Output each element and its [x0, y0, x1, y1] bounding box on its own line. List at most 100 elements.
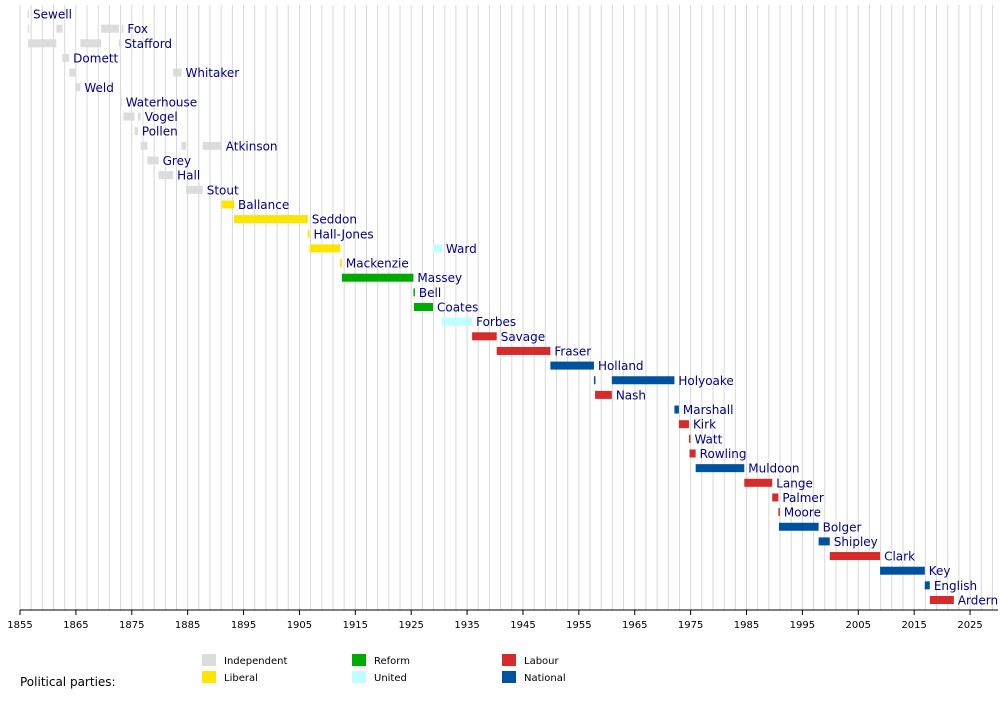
x-tick-label: 1955 [566, 620, 591, 631]
term-bar-holyoake [593, 376, 596, 385]
term-bar-ward [432, 244, 442, 253]
term-bar-bolger [778, 522, 819, 531]
x-tick-label: 1895 [231, 620, 256, 631]
term-bar-vogel [137, 112, 141, 121]
x-tick-label: 1935 [454, 620, 479, 631]
term-bar-fraser [496, 346, 551, 355]
pm-label-holland: Holland [598, 359, 644, 373]
term-bar-fox [27, 24, 30, 33]
term-bar-seddon [234, 215, 308, 224]
pm-label-savage: Savage [501, 330, 545, 344]
term-bar-stout [185, 185, 203, 194]
term-bar-sewell [27, 10, 30, 18]
pm-label-marshall: Marshall [683, 403, 734, 417]
term-bar-clark [829, 552, 881, 561]
pm-label-hall: Hall [177, 169, 200, 183]
pm-label-stafford: Stafford [124, 37, 172, 51]
legend-label-national: National [524, 673, 566, 684]
term-bar-shipley [818, 537, 830, 546]
term-bar-waterhouse [120, 97, 122, 106]
term-bar-fox [101, 24, 119, 33]
term-bar-ardern [929, 596, 954, 604]
term-bar-hall-jones [307, 229, 310, 238]
pm-label-clark: Clark [884, 550, 915, 564]
pm-label-massey: Massey [417, 271, 462, 285]
legend-label-reform: Reform [374, 656, 410, 667]
legend-label-liberal: Liberal [224, 673, 258, 684]
term-bar-fox [56, 24, 63, 33]
pm-label-muldoon: Muldoon [748, 462, 799, 476]
term-bar-stafford [80, 39, 102, 48]
pm-label-palmer: Palmer [782, 491, 823, 505]
term-bar-hall [158, 171, 174, 180]
pm-label-shipley: Shipley [834, 535, 878, 549]
term-bar-marshall [674, 405, 679, 414]
term-bar-watt [688, 434, 691, 443]
term-bar-whitaker [173, 68, 182, 77]
legend-title: Political parties: [20, 675, 116, 689]
term-bar-forbes [441, 317, 473, 326]
x-tick-label: 1965 [622, 620, 647, 631]
legend-swatch-united [352, 671, 366, 683]
term-bar-holland [550, 361, 594, 370]
pm-label-ballance: Ballance [238, 198, 289, 212]
pm-label-grey: Grey [163, 154, 191, 168]
term-bar-english [924, 581, 930, 590]
term-bar-atkinson [202, 141, 222, 150]
term-bar-key [880, 566, 925, 575]
pm-label-pollen: Pollen [142, 125, 178, 139]
x-tick-label: 1865 [63, 620, 88, 631]
term-bar-savage [472, 332, 497, 341]
x-tick-label: 2015 [901, 620, 926, 631]
term-bar-ballance [221, 200, 235, 209]
pm-label-key: Key [929, 564, 951, 578]
x-tick-label: 1885 [175, 620, 200, 631]
pm-label-holyoake: Holyoake [678, 374, 733, 388]
pm-label-kirk: Kirk [693, 418, 716, 432]
term-bar-kirk [678, 420, 689, 429]
term-bar-atkinson [181, 141, 186, 150]
x-tick-label: 1995 [790, 620, 815, 631]
term-bar-coates [413, 303, 433, 311]
term-bars [27, 10, 954, 604]
pm-label-vogel: Vogel [145, 110, 178, 124]
x-tick-label: 1985 [734, 620, 759, 631]
pm-label-whitaker: Whitaker [186, 66, 240, 80]
legend-swatch-national [502, 671, 516, 683]
term-bar-pollen [134, 127, 138, 136]
term-bar-mackenzie [340, 259, 342, 268]
term-bar-atkinson [140, 141, 148, 150]
x-axis: 1855 1865 1875 1885 1895 1905 1915 1925 1935 1945… [7, 609, 998, 631]
term-bar-holyoake [611, 376, 675, 385]
legend-label-united: United [374, 673, 407, 684]
term-bar-stafford [118, 39, 121, 48]
pm-label-domett: Domett [73, 51, 118, 65]
legend: Political parties: Independent Liberal Refo… [20, 654, 566, 689]
legend-swatch-labour [502, 654, 516, 666]
term-bar-vogel [123, 112, 135, 121]
pm-label-fox: Fox [127, 22, 148, 36]
legend-swatch-liberal [202, 671, 216, 683]
term-bar-weld [75, 83, 81, 92]
term-bar-nash [595, 390, 612, 399]
legend-swatch-independent [202, 654, 216, 666]
pm-label-bell: Bell [419, 286, 441, 300]
pm-label-ardern: Ardern [958, 594, 998, 608]
term-bar-bell [413, 288, 415, 297]
x-tick-label: 1905 [287, 620, 312, 631]
x-tick-label: 1855 [7, 620, 32, 631]
pm-label-ward: Ward [446, 242, 477, 256]
term-bar-stafford [28, 39, 57, 48]
term-bar-massey [341, 273, 414, 282]
x-tick-label: 2025 [957, 620, 982, 631]
pm-label-waterhouse: Waterhouse [126, 95, 197, 109]
pm-label-lange: Lange [776, 476, 813, 490]
legend-swatch-reform [352, 654, 366, 666]
grid-lines [19, 5, 993, 610]
term-bar-grey [147, 156, 159, 165]
pm-label-coates: Coates [437, 301, 478, 315]
pm-label-sewell: Sewell [33, 8, 72, 22]
term-bar-ward [309, 244, 341, 253]
